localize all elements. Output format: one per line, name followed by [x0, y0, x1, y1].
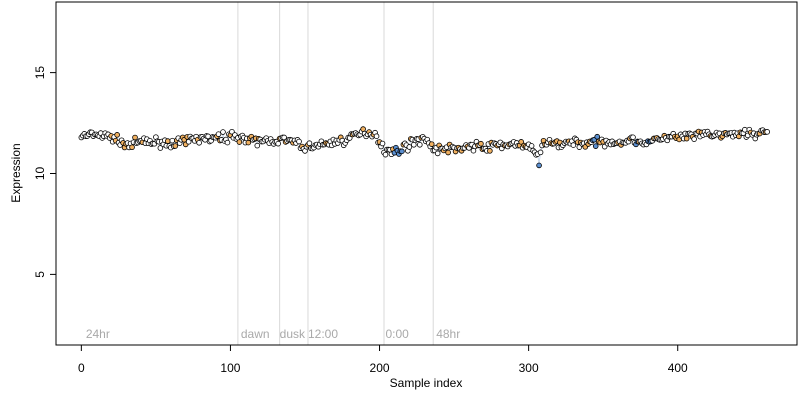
data-point: [157, 145, 164, 151]
x-tick-label: 0: [78, 361, 85, 375]
x-tick-label: 400: [668, 361, 688, 375]
period-label: 24hr: [86, 327, 110, 341]
data-point: [528, 143, 535, 149]
data-point: [434, 150, 441, 157]
data-point: [570, 142, 577, 148]
data-point: [129, 144, 135, 151]
y-axis-label: Expression: [9, 143, 23, 202]
data-point: [215, 131, 222, 137]
data-point: [478, 140, 484, 147]
period-labels: 24hr dawn dusk 12:00 0:00 48hr: [86, 327, 460, 341]
data-point: [764, 129, 770, 135]
data-point: [165, 138, 171, 144]
data-point: [487, 148, 493, 154]
data-point: [196, 139, 202, 146]
data-points: [78, 126, 770, 169]
data-point: [406, 144, 413, 150]
data-point: [114, 132, 120, 138]
y-tick-label: 10: [33, 167, 47, 181]
data-point: [428, 141, 435, 147]
period-label: dawn: [241, 327, 270, 341]
data-point: [683, 135, 690, 142]
data-point: [445, 149, 451, 156]
period-label: 0:00: [385, 327, 409, 341]
data-point: [296, 138, 302, 145]
data-point: [373, 133, 380, 139]
data-point: [594, 133, 601, 140]
period-dividers: [237, 2, 434, 345]
y-axis: 5 10 15: [33, 66, 57, 278]
data-point: [416, 141, 423, 148]
x-tick-label: 200: [370, 361, 390, 375]
data-point: [518, 139, 524, 145]
data-point: [220, 129, 226, 135]
x-tick-label: 100: [220, 361, 240, 375]
period-label: 12:00: [308, 327, 338, 341]
data-point: [254, 142, 261, 149]
y-tick-label: 15: [33, 66, 47, 80]
period-label: dusk: [280, 327, 306, 341]
y-tick-label: 5: [33, 271, 47, 278]
data-point: [306, 140, 313, 147]
data-point: [537, 149, 544, 156]
data-point: [691, 136, 697, 142]
data-point: [236, 139, 243, 145]
data-point: [592, 143, 599, 149]
data-point: [411, 141, 417, 148]
data-point: [630, 134, 636, 141]
data-point: [382, 151, 389, 158]
data-point: [205, 133, 211, 140]
data-point: [536, 162, 542, 169]
data-point: [360, 126, 366, 132]
data-point: [224, 139, 231, 146]
period-label: 48hr: [436, 327, 460, 341]
data-point: [245, 139, 252, 146]
data-point: [379, 140, 386, 147]
x-axis-label: Sample index: [390, 376, 463, 390]
data-point: [132, 134, 138, 141]
x-axis: 0 100 200 300 400: [78, 344, 688, 375]
data-point: [169, 137, 176, 144]
data-point: [399, 148, 405, 155]
data-point: [275, 140, 281, 147]
data-point: [172, 143, 179, 149]
x-tick-label: 300: [519, 361, 539, 375]
